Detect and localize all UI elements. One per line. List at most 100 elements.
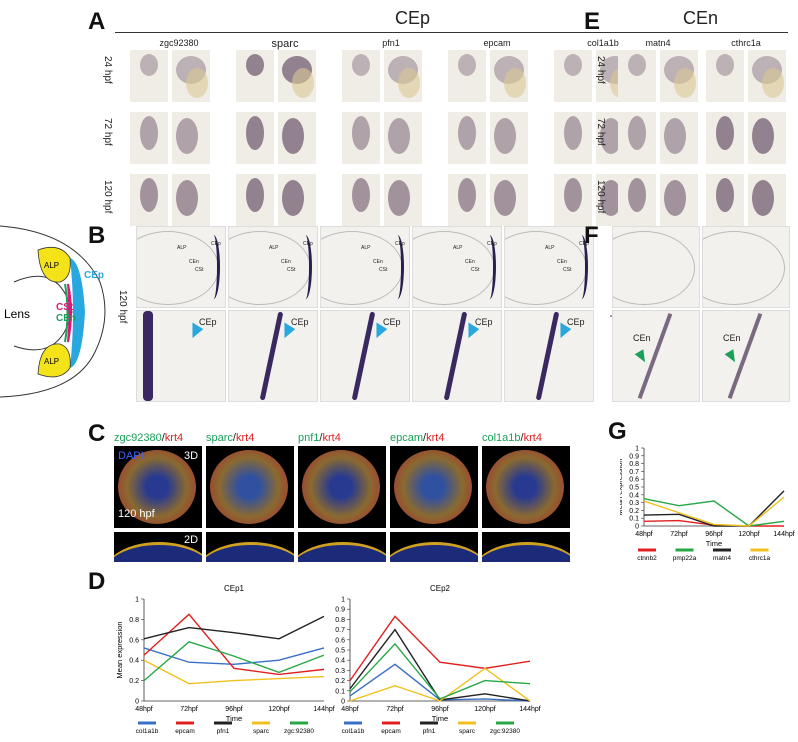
embryo-shape: [352, 178, 370, 212]
schematic-alp-top: ALP: [44, 261, 59, 270]
yolk-shape: [762, 68, 784, 98]
marker-label: ALP: [545, 245, 555, 251]
eye-schematic: ALP ALP Lens CEp CSt CEn: [0, 225, 106, 398]
confocal-title: sparc/krt4: [206, 432, 254, 444]
embryo-shape: [564, 116, 582, 150]
lens-surface: [486, 450, 564, 524]
marker-label: CEn: [281, 259, 291, 265]
yolk-shape: [186, 68, 208, 98]
y-tick-label: 0.4: [335, 658, 345, 665]
embryo-shape: [388, 180, 410, 216]
gene-stain: sparc: [206, 432, 233, 444]
y-tick-label: 0.7: [335, 627, 345, 634]
marker-label: CEn: [465, 259, 475, 265]
panel-e-rule: [614, 32, 788, 33]
wholemount-image: [490, 112, 528, 164]
wholemount-image: [236, 50, 274, 102]
yolk-shape: [504, 68, 526, 98]
wholemount-image: [748, 112, 786, 164]
wholemount-image: [130, 50, 168, 102]
panel-letter-c: C: [88, 420, 106, 447]
wholemount-image: [448, 112, 486, 164]
gene-label-a-4: col1a1b: [587, 38, 619, 48]
marker-label: CEp: [579, 241, 589, 247]
panel-letter-d: D: [88, 568, 106, 595]
section-zoom: CEn: [612, 310, 700, 402]
marker-label: CSt: [195, 267, 204, 273]
y-axis-label: Mean expression: [620, 458, 624, 515]
wholemount-image: [660, 174, 698, 226]
epithelium-line: [207, 235, 220, 299]
x-tick-label: 96hpf: [431, 706, 449, 713]
x-tick-label: 144hpf: [313, 706, 334, 713]
x-tick-label: 96hpf: [705, 531, 723, 538]
section-overview: ALP CEp CEn CSt: [320, 226, 410, 308]
marker-label: ALP: [269, 245, 279, 251]
series-line-epcam: [349, 615, 531, 682]
embryo-shape: [352, 116, 370, 150]
marker-label: CSt: [379, 267, 388, 273]
confocal-title: epcam/krt4: [390, 432, 444, 444]
epithelium-band: [143, 311, 153, 401]
epithelium-line: [575, 235, 588, 299]
embryo-shape: [176, 118, 198, 154]
marker-label: CEp: [487, 241, 497, 247]
krt4-stain: krt4: [523, 432, 542, 444]
lens-surface: [394, 450, 472, 524]
section-overview: ALP CEp CEn CSt: [136, 226, 226, 308]
marker-label: CSt: [471, 267, 480, 273]
cep-zoom-label: CEp: [475, 317, 493, 327]
wholemount-image: [236, 174, 274, 226]
cen-arrowhead: [634, 349, 650, 365]
wholemount-image: [278, 50, 316, 102]
y-tick-label: 0.1: [335, 688, 345, 695]
yolk-shape: [674, 68, 696, 98]
section-overview: ALP CEp CEn CSt: [412, 226, 502, 308]
confocal-2d-image: [298, 532, 386, 562]
y-tick-label: 0.8: [629, 461, 639, 468]
series-line-col1a1b: [143, 647, 325, 665]
y-tick-label: 0.3: [629, 500, 639, 507]
embryo-shape: [628, 178, 646, 212]
series-line-zgc92380: [349, 642, 531, 700]
wholemount-image: [706, 174, 744, 226]
y-tick-label: 0.6: [129, 637, 139, 644]
time-label: 120 hpf: [118, 508, 155, 520]
legend-label: pfn1: [217, 728, 230, 735]
cep-zoom-label: CEp: [383, 317, 401, 327]
confocal-3d-image: [482, 446, 570, 528]
wholemount-image: [342, 112, 380, 164]
legend-label: matn4: [713, 555, 731, 562]
confocal-3d-image: [390, 446, 478, 528]
chart-title: CEp1: [224, 585, 245, 593]
wholemount-image: [172, 174, 210, 226]
tag-3d: 3D: [184, 450, 199, 462]
embryo-shape: [752, 180, 774, 216]
series-line-ctnnb2: [643, 519, 784, 527]
legend-label: col1a1b: [342, 728, 365, 735]
y-tick-label: 0: [135, 699, 139, 706]
marker-label: ALP: [177, 245, 187, 251]
confocal-2d-image: [390, 532, 478, 562]
stain-separator: /: [520, 432, 524, 444]
embryo-shape: [140, 116, 158, 150]
embryo-shape: [458, 116, 476, 150]
marker-label: CEp: [211, 241, 221, 247]
wholemount-image: [384, 174, 422, 226]
panel-a-header: CEp: [395, 8, 431, 28]
series-line-pmp22a: [643, 498, 785, 527]
x-tick-label: 48hpf: [135, 706, 153, 713]
embryo-shape: [458, 54, 476, 76]
tag-2d: 2D: [184, 534, 199, 546]
legend-label: zgc:92380: [490, 728, 520, 735]
embryo-shape: [494, 180, 516, 216]
y-tick-label: 0.3: [335, 668, 345, 675]
wholemount-image: [130, 112, 168, 164]
embryo-shape: [176, 180, 198, 216]
gene-label-a-3: epcam: [483, 38, 511, 48]
marker-label: CEn: [557, 259, 567, 265]
series-line-epcam: [143, 613, 325, 676]
legend-label: ctnnb2: [637, 555, 657, 562]
y-tick-label: 0.1: [629, 516, 639, 523]
confocal-title: col1a1b/krt4: [482, 432, 542, 444]
